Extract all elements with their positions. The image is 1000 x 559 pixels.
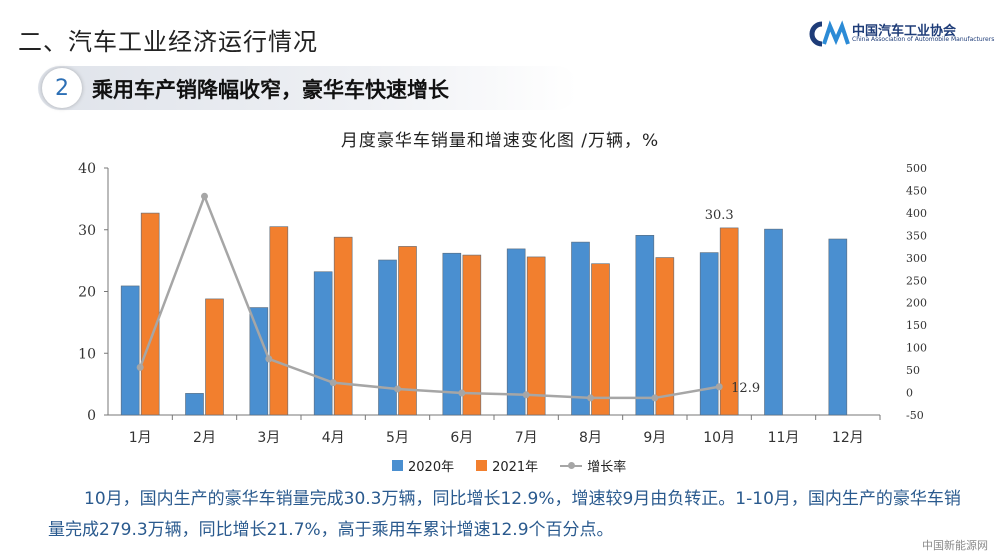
bar-2021年-6月 <box>462 254 482 416</box>
caption-text: 10月，国内生产的豪华车销量完成30.3万辆，同比增长12.9%，增速较9月由负… <box>48 489 961 540</box>
chart-legend: 2020年 2021年 增长率 <box>392 456 626 475</box>
bar-2020年-11月 <box>764 228 783 416</box>
legend-item-growth: 增长率 <box>560 456 626 475</box>
bar-2020年-5月 <box>378 259 397 416</box>
chart-title: 月度豪华车销量和增速变化图 /万辆，% <box>340 131 660 151</box>
y-right-tick-label: 300 <box>906 252 927 265</box>
growth-rate-point <box>394 385 401 393</box>
bar-2021年-3月 <box>269 226 289 416</box>
x-tick-label: 10月 <box>703 430 735 446</box>
section-title: 二、汽车工业经济运行情况 <box>18 28 318 56</box>
y-right-tick-label: 50 <box>906 364 920 377</box>
logo-text-cn: 中国汽车工业协会 <box>852 24 957 39</box>
data-label-2021年: 30.3 <box>705 208 734 223</box>
bar-2021年-10月 <box>719 227 739 416</box>
legend-swatch-2021 <box>476 460 488 471</box>
bar-2020年-7月 <box>506 248 526 416</box>
growth-rate-point <box>651 394 659 402</box>
x-tick-label: 11月 <box>768 430 800 446</box>
bar-2021年-9月 <box>655 257 675 416</box>
bar-2021年-4月 <box>333 236 353 416</box>
growth-rate-line <box>138 192 720 400</box>
x-tick-label: 6月 <box>450 430 473 446</box>
x-tick-label: 7月 <box>515 430 538 446</box>
subtitle-text: 乘用车产销降幅收窄，豪华车快速增长 <box>92 78 449 102</box>
x-tick-label: 3月 <box>257 430 280 446</box>
legend-item-2020: 2020年 <box>392 456 454 475</box>
caam-logo: 中国汽车工业协会 China Association of Automobile… <box>808 20 994 48</box>
watermark: 中国新能源网 <box>922 539 988 552</box>
x-tick-label: 4月 <box>322 430 345 446</box>
y-left-tick-label: 40 <box>78 161 96 177</box>
growth-rate-point <box>329 379 337 387</box>
growth-rate-point <box>458 389 466 397</box>
x-tick-label: 9月 <box>643 430 666 446</box>
bar-2021年-7月 <box>526 256 546 416</box>
growth-rate-point <box>587 394 594 402</box>
bar-2021年-8月 <box>591 263 610 416</box>
y-left-tick-label: 0 <box>87 408 96 424</box>
bar-2020年-4月 <box>313 271 333 416</box>
y-right-tick-label: 350 <box>906 229 927 242</box>
bar-2021年-2月 <box>205 298 224 416</box>
y-right-tick-label: 150 <box>906 319 927 332</box>
bar-2020年-9月 <box>635 235 655 416</box>
x-tick-label: 5月 <box>386 430 409 446</box>
subtitle-number-badge: 2 <box>42 68 82 108</box>
y-left-tick-label: 20 <box>78 285 96 301</box>
bar-2020年-6月 <box>442 252 462 416</box>
bar-2020年-1月 <box>120 285 140 416</box>
growth-rate-point <box>201 192 208 200</box>
y-right-tick-label: -50 <box>906 409 924 422</box>
data-label-增长率: 12.9 <box>731 381 760 396</box>
x-tick-label: 12月 <box>832 430 864 446</box>
legend-label-growth: 增长率 <box>587 460 627 475</box>
legend-label-2020: 2020年 <box>408 460 455 475</box>
y-right-tick-label: 500 <box>906 162 927 175</box>
caam-logo-icon <box>809 20 850 47</box>
growth-rate-point <box>715 383 723 391</box>
logo-text-en: China Association of Automobile Manufact… <box>852 36 995 43</box>
y-right-tick-label: 200 <box>906 297 927 310</box>
subtitle-bar <box>38 66 578 110</box>
bar-2020年-2月 <box>185 393 204 416</box>
bar-2020年-8月 <box>571 241 590 416</box>
bar-2020年-10月 <box>699 252 719 416</box>
legend-swatch-2020 <box>392 460 403 471</box>
y-right-tick-label: 400 <box>906 207 927 220</box>
x-tick-label: 2月 <box>193 430 216 446</box>
y-right-tick-label: 0 <box>906 387 913 400</box>
bar-2020年-12月 <box>828 238 848 416</box>
y-left-tick-label: 30 <box>78 223 96 239</box>
x-tick-label: 1月 <box>129 430 152 446</box>
y-right-tick-label: 100 <box>906 342 927 355</box>
legend-item-2021: 2021年 <box>476 456 538 475</box>
growth-rate-point <box>522 391 530 399</box>
bar-2021年-1月 <box>140 212 160 416</box>
legend-swatch-growth <box>560 461 583 469</box>
y-right-tick-label: 450 <box>906 184 927 197</box>
bar-2020年-3月 <box>249 307 269 416</box>
bar-2021年-5月 <box>398 246 417 416</box>
legend-label-2021: 2021年 <box>492 460 539 475</box>
y-right-tick-label: 250 <box>906 274 927 287</box>
growth-rate-point <box>265 355 273 363</box>
x-tick-label: 8月 <box>579 430 602 446</box>
y-left-tick-label: 10 <box>78 346 96 362</box>
growth-rate-point <box>136 363 144 371</box>
